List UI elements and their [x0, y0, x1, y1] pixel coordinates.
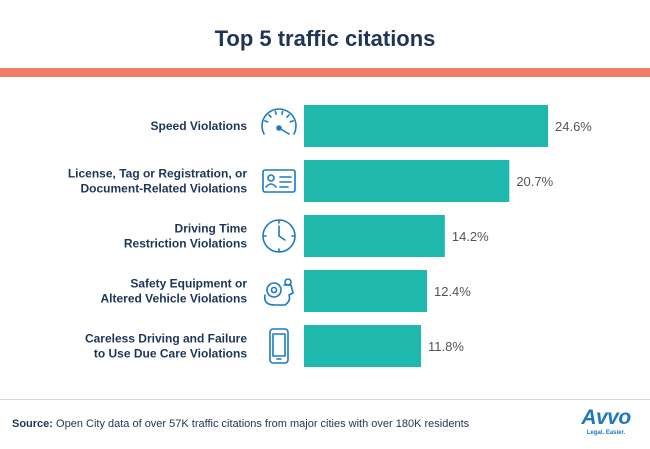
value-label: 12.4%	[434, 284, 471, 299]
value-label: 20.7%	[516, 174, 553, 189]
category-label: Altered Vehicle Violations	[101, 292, 248, 306]
source-label: Source:	[12, 418, 53, 430]
category-label: Document-Related Violations	[81, 182, 248, 196]
category-label: Safety Equipment or	[130, 277, 247, 291]
avvo-logo: Avvo Legal. Easier.	[576, 407, 636, 437]
bar	[304, 215, 445, 257]
logo-wordmark: Avvo	[581, 406, 631, 429]
category-label: to Use Due Care Violations	[94, 347, 247, 361]
source-note: Source: Open City data of over 57K traff…	[12, 418, 469, 430]
chart-title: Top 5 traffic citations	[214, 26, 436, 51]
category-label: Driving Time	[175, 222, 248, 236]
logo-tagline: Legal. Easier.	[586, 430, 626, 436]
category-label: Speed Violations	[151, 119, 248, 133]
bar	[304, 270, 427, 312]
bar	[304, 325, 422, 367]
category-label: License, Tag or Registration, or	[68, 167, 247, 181]
bar	[304, 105, 548, 147]
phone-icon	[269, 328, 289, 364]
category-label: Careless Driving and Failure	[85, 332, 247, 346]
bar	[304, 160, 510, 202]
value-label: 14.2%	[452, 229, 489, 244]
bar-chart: 24.6% Speed Violations 20.7% License, Tag o…	[68, 105, 592, 367]
category-label: Restriction Violations	[124, 237, 247, 251]
value-label: 11.8%	[428, 339, 464, 354]
footer-divider	[0, 399, 650, 400]
title-divider	[0, 68, 650, 77]
clock-icon	[262, 219, 296, 253]
id-card-icon	[262, 169, 296, 193]
source-text: Open City data of over 57K traffic citat…	[56, 418, 470, 430]
engine-gear-icon	[263, 278, 294, 306]
value-label: 24.6%	[555, 119, 592, 134]
speedometer-icon	[261, 108, 297, 135]
